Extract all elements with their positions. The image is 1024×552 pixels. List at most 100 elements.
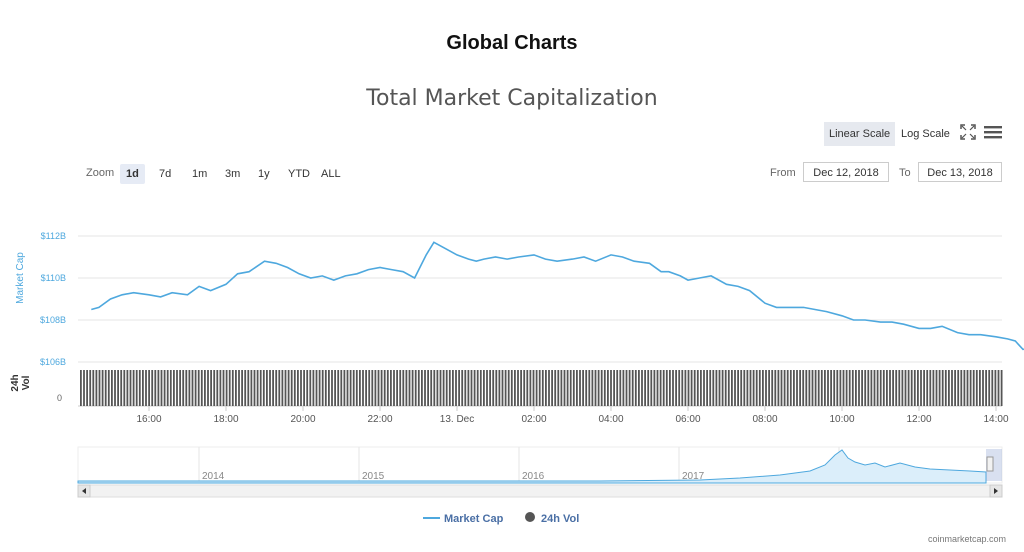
zoom-ytd-button[interactable]: YTD — [288, 168, 310, 180]
volume-bar — [526, 370, 529, 406]
volume-bar — [439, 370, 442, 406]
volume-bar — [796, 370, 798, 406]
volume-bar — [216, 370, 219, 406]
navigator-year-label: 2017 — [682, 471, 705, 482]
volume-bar — [476, 370, 479, 406]
volume-bar — [870, 370, 873, 406]
volume-bar — [340, 370, 343, 406]
volume-bar — [703, 370, 705, 406]
legend-item-24h-vol[interactable]: 24h Vol — [541, 513, 579, 525]
linear-scale-button[interactable]: Linear Scale — [824, 122, 896, 146]
zoom-7d-button[interactable]: 7d — [159, 168, 172, 180]
volume-bar — [848, 370, 851, 406]
volume-bar — [368, 370, 371, 406]
volume-bar — [734, 370, 736, 406]
volume-bar — [424, 370, 426, 406]
zoom-3m-button[interactable]: 3m — [225, 168, 241, 180]
volume-bar — [163, 370, 166, 406]
volume-bar — [982, 370, 984, 406]
volume-bar — [824, 370, 826, 406]
volume-bar — [244, 370, 247, 406]
volume-bar — [393, 370, 395, 406]
volume-bar — [585, 370, 588, 406]
log-scale-button[interactable]: Log Scale — [901, 128, 950, 140]
volume-bar — [486, 370, 488, 406]
volume-bar — [681, 370, 684, 406]
navigator-scrollbar[interactable] — [77, 484, 1003, 498]
volume-bar — [957, 370, 960, 406]
volume-bar — [563, 370, 566, 406]
volume-bar — [867, 370, 870, 406]
volume-bar — [988, 370, 991, 406]
zoom-1m-button[interactable]: 1m — [192, 168, 208, 180]
navigator-handle[interactable] — [986, 456, 994, 472]
menu-icon[interactable] — [984, 124, 1002, 140]
navigator-series-area — [77, 449, 987, 484]
volume-bar — [634, 370, 637, 406]
volume-bar — [464, 370, 467, 406]
volume-bar — [120, 370, 123, 406]
volume-bar — [188, 370, 191, 406]
volume-bar — [644, 370, 646, 406]
volume-bar — [455, 370, 457, 406]
credit-link[interactable]: coinmarketcap.com — [927, 534, 1006, 544]
volume-bar — [876, 370, 879, 406]
volume-bar — [492, 370, 495, 406]
volume-bar — [693, 370, 696, 406]
volume-bar — [979, 370, 981, 406]
volume-bar — [166, 370, 169, 406]
volume-bar — [548, 370, 550, 406]
legend[interactable]: Market Cap 24h Vol — [423, 512, 579, 525]
volume-bar — [752, 370, 755, 406]
volume-bar — [659, 370, 662, 406]
volume-bar — [628, 370, 631, 406]
volume-bar — [483, 370, 485, 406]
volume-bar — [197, 370, 200, 406]
volume-bar — [92, 370, 95, 406]
volume-bar — [281, 370, 284, 406]
volume-bar — [963, 370, 966, 406]
volume-bar — [591, 370, 594, 406]
from-date-input[interactable]: Dec 12, 2018 — [803, 162, 889, 182]
volume-bar — [541, 370, 544, 406]
volume-bar — [771, 370, 774, 406]
to-date-input[interactable]: Dec 13, 2018 — [918, 162, 1002, 182]
volume-bar — [802, 370, 805, 406]
volume-bar — [523, 370, 526, 406]
volume-bar — [532, 370, 535, 406]
volume-bar — [746, 370, 749, 406]
volume-bar — [160, 370, 163, 406]
volume-bar — [489, 370, 491, 406]
volume-bar — [262, 370, 265, 406]
volume-bar — [349, 370, 352, 406]
volume-bar — [427, 370, 429, 406]
volume-bar — [253, 370, 256, 406]
legend-item-market-cap[interactable]: Market Cap — [444, 513, 504, 525]
volume-bar — [123, 370, 126, 406]
zoom-all-button[interactable]: ALL — [321, 168, 341, 180]
volume-bar — [95, 370, 98, 406]
volume-bar — [554, 370, 557, 406]
zoom-1d-button[interactable]: 1d — [120, 164, 145, 184]
volume-bar — [517, 370, 519, 406]
volume-bar — [520, 370, 522, 406]
zoom-1y-button[interactable]: 1y — [258, 168, 270, 180]
volume-bar — [706, 370, 708, 406]
volume-bar — [157, 370, 160, 406]
volume-bar — [173, 370, 175, 406]
volume-bar — [969, 370, 972, 406]
x-tick-label: 10:00 — [829, 414, 854, 425]
volume-bar — [576, 370, 578, 406]
volume-bar — [129, 370, 132, 406]
volume-bar — [895, 370, 898, 406]
fullscreen-icon[interactable] — [960, 124, 976, 140]
volume-bar — [836, 370, 839, 406]
volume-bar — [467, 370, 470, 406]
x-tick-label: 16:00 — [136, 414, 161, 425]
volume-bar — [315, 370, 318, 406]
volume-bar — [352, 370, 355, 406]
volume-bar — [610, 370, 612, 406]
volume-bar — [907, 370, 910, 406]
volume-bar — [709, 370, 712, 406]
